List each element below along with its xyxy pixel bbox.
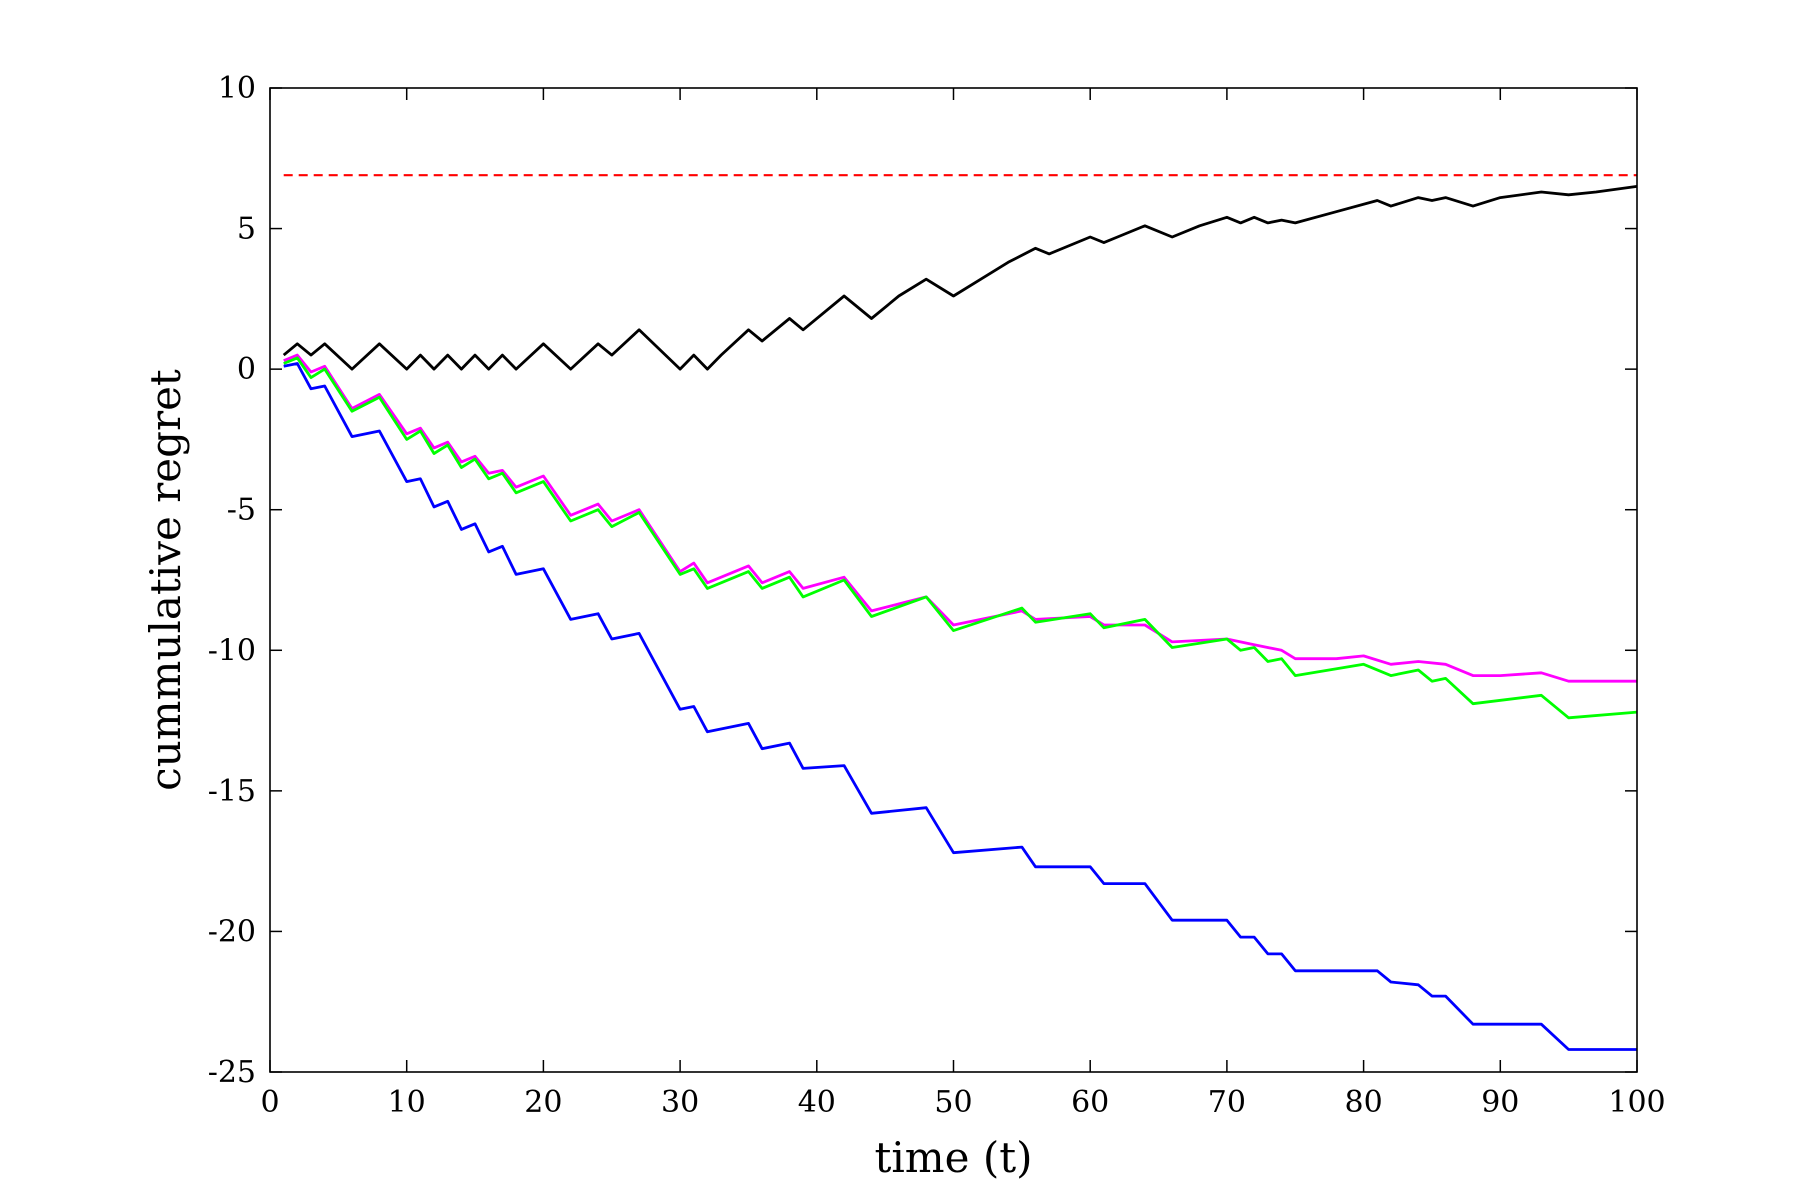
x-tick-label: 50 bbox=[934, 1085, 972, 1120]
x-tick-label: 90 bbox=[1481, 1085, 1519, 1120]
series-line-2 bbox=[283, 353, 1637, 683]
x-tick-label: 100 bbox=[1608, 1085, 1665, 1120]
plot-frame bbox=[269, 87, 1638, 1073]
x-tick-label: 60 bbox=[1071, 1085, 1109, 1120]
x-tick-label: 70 bbox=[1208, 1085, 1246, 1120]
y-tick-label: -25 bbox=[208, 1055, 256, 1090]
x-axis-label: time (t) bbox=[875, 1133, 1033, 1182]
plot-lines bbox=[282, 174, 1638, 1051]
series-line-1 bbox=[282, 185, 1638, 371]
y-tick-label: 0 bbox=[237, 352, 256, 387]
x-tick-label: 0 bbox=[260, 1085, 279, 1120]
x-tick-label: 40 bbox=[798, 1085, 836, 1120]
x-tick-label: 80 bbox=[1345, 1085, 1383, 1120]
axis-ticks bbox=[269, 87, 1638, 1073]
x-axis-label-text: time (t) bbox=[875, 1133, 1033, 1182]
x-tick-label: 20 bbox=[524, 1085, 562, 1120]
y-tick-label: -5 bbox=[227, 493, 256, 528]
x-tick-label: 10 bbox=[388, 1085, 426, 1120]
y-tick-label: -15 bbox=[208, 774, 256, 809]
y-tick-label: 5 bbox=[237, 212, 256, 247]
y-tick-label: -10 bbox=[208, 633, 256, 668]
y-tick-label: 10 bbox=[218, 71, 256, 106]
x-tick-label: 30 bbox=[661, 1085, 699, 1120]
y-axis-label: cummulative regret bbox=[141, 369, 190, 791]
series-line-4 bbox=[283, 362, 1637, 1051]
y-tick-label: -20 bbox=[208, 914, 256, 949]
series-line-3 bbox=[283, 356, 1638, 720]
